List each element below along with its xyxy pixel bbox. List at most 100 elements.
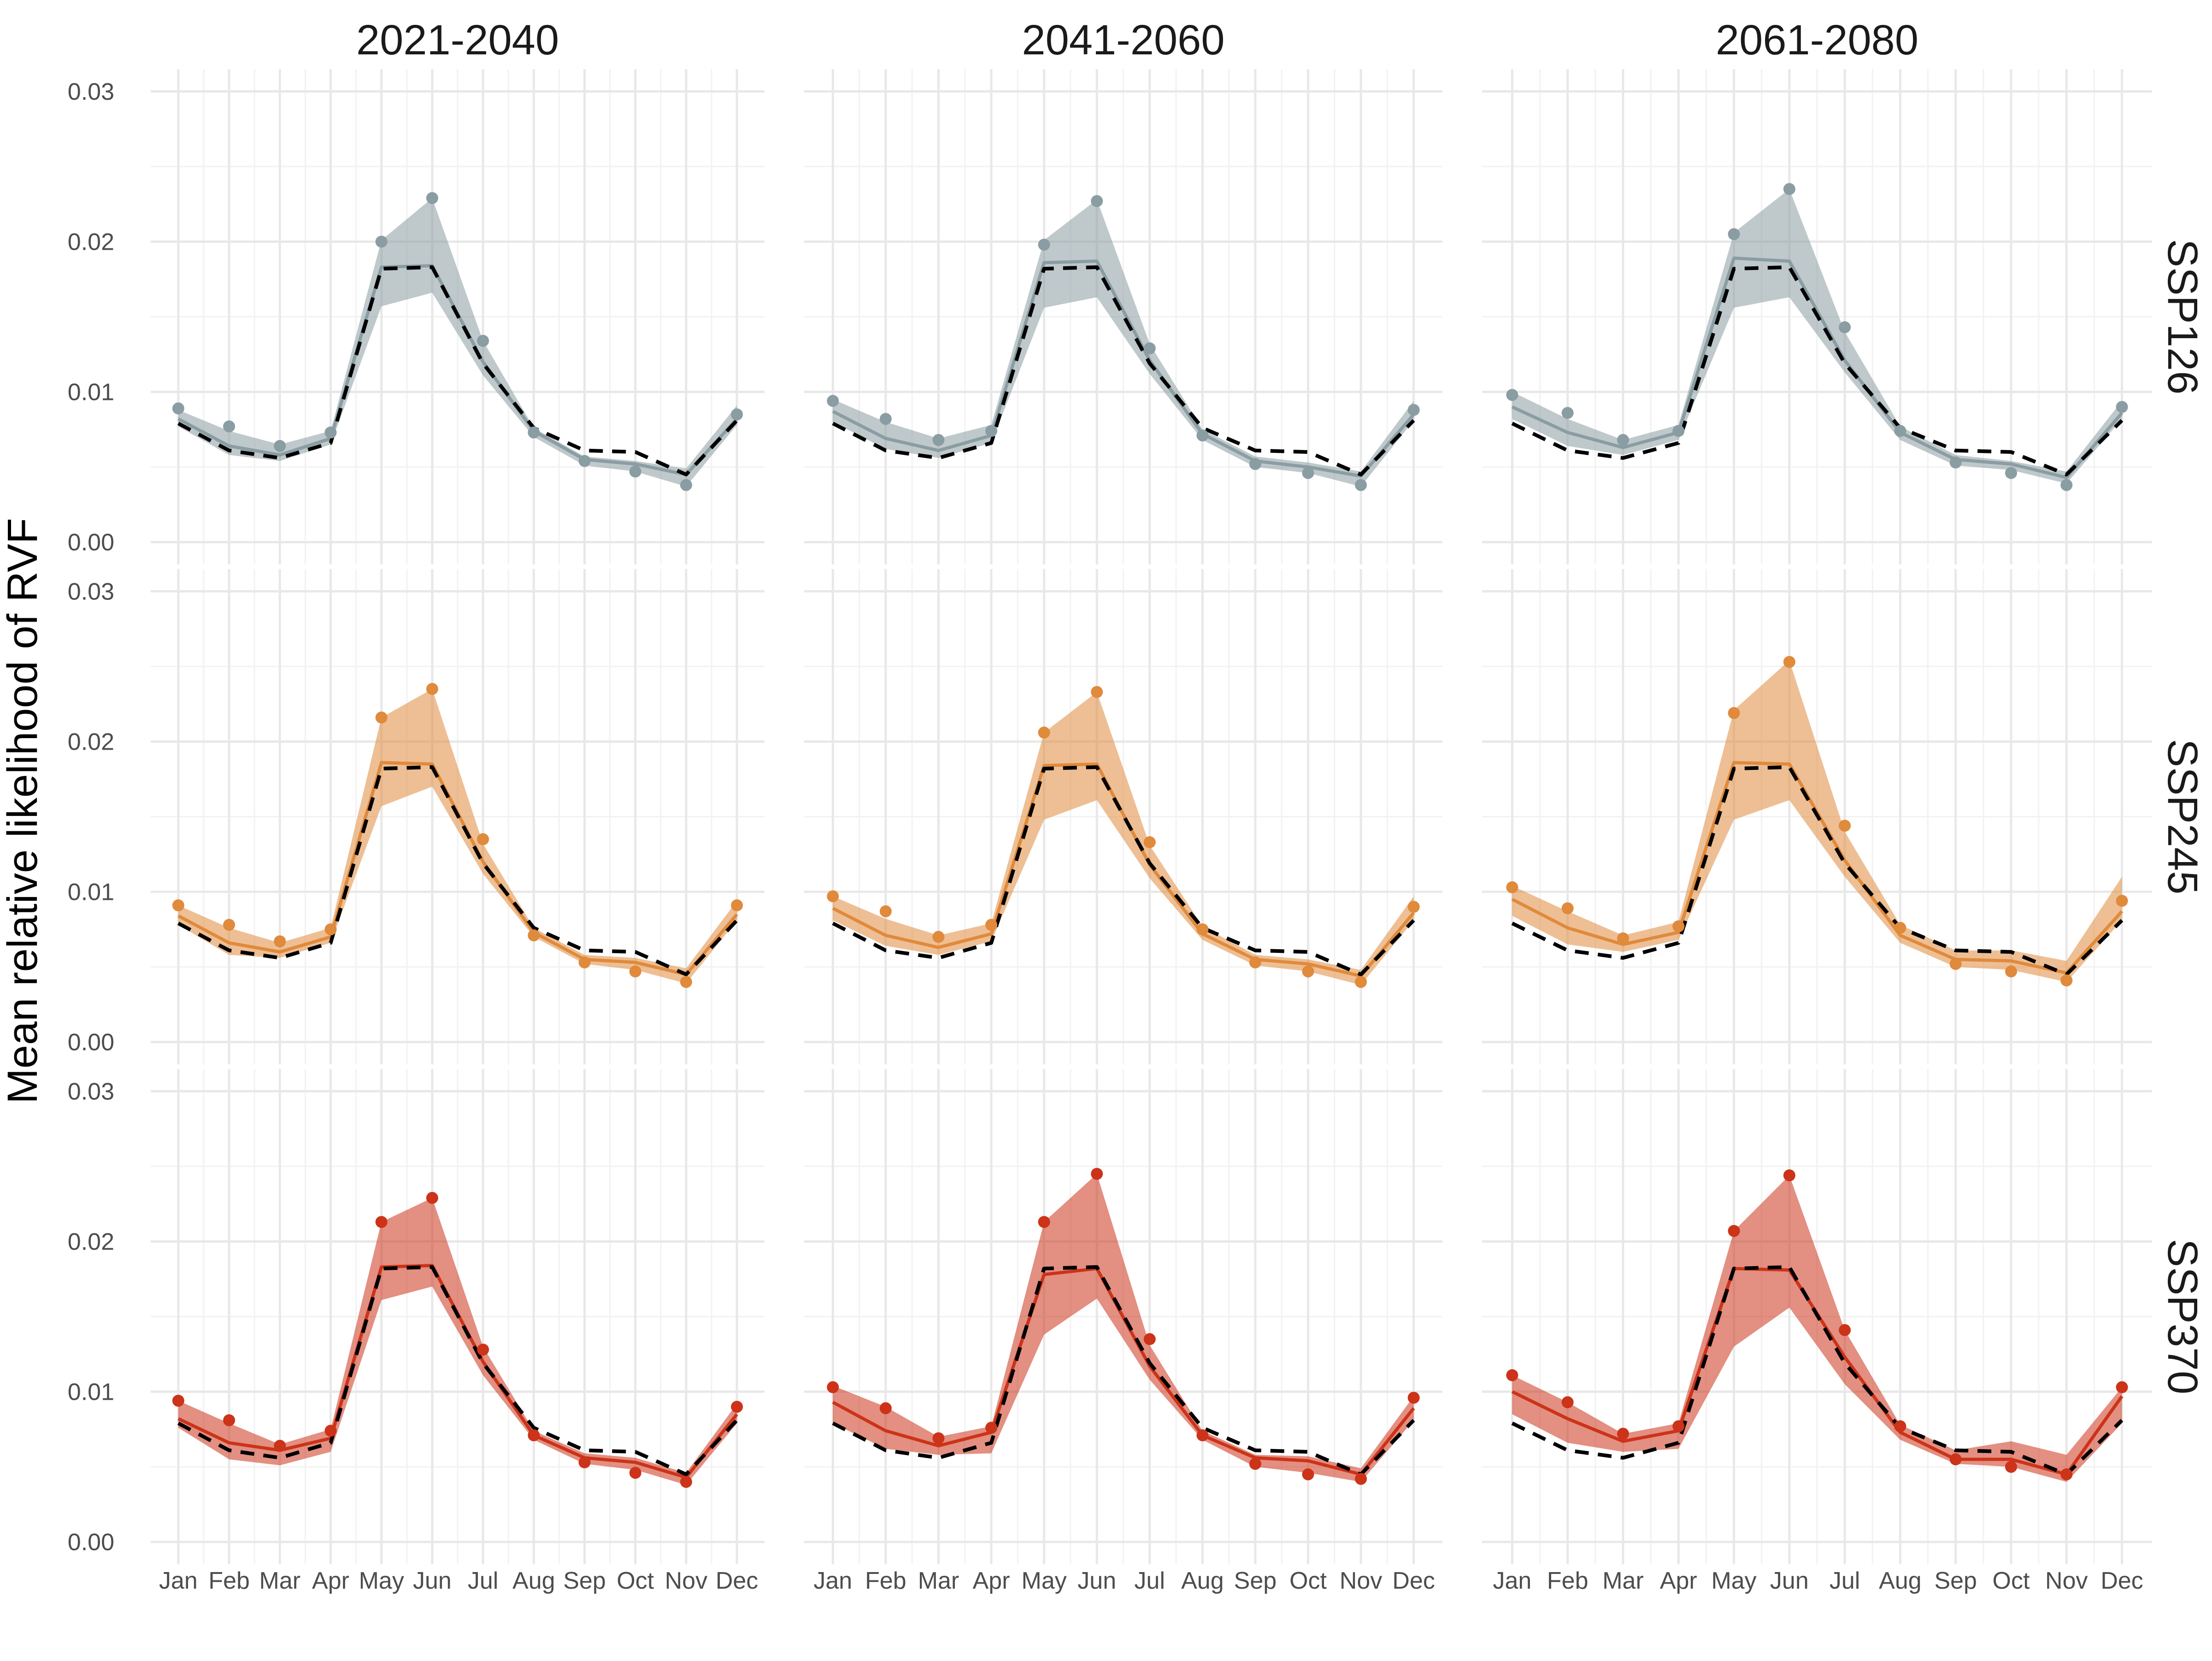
- x-tick-label: Jul: [468, 1567, 498, 1594]
- x-tick-label: Dec: [1392, 1567, 1435, 1594]
- x-tick-label: Jul: [1830, 1567, 1860, 1594]
- data-point: [1407, 404, 1420, 416]
- data-point: [680, 976, 692, 988]
- data-point: [1249, 1458, 1261, 1470]
- data-point: [2116, 1381, 2128, 1393]
- data-point: [985, 425, 998, 437]
- x-tick-label: Oct: [1993, 1567, 2030, 1594]
- data-point: [1407, 901, 1420, 913]
- x-tick-label: May: [1022, 1567, 1067, 1594]
- data-point: [2060, 974, 2073, 986]
- uncertainty-ribbon: [1512, 1175, 2122, 1482]
- data-point: [1672, 920, 1685, 933]
- x-tick-label: Feb: [208, 1567, 250, 1594]
- data-point: [932, 434, 945, 446]
- data-point: [932, 931, 945, 943]
- data-point: [1617, 1427, 1629, 1440]
- data-point: [375, 235, 388, 248]
- data-point: [1143, 836, 1156, 848]
- x-tick-label: Sep: [563, 1567, 606, 1594]
- data-point: [731, 1401, 743, 1413]
- data-point: [879, 905, 892, 917]
- x-tick-label: Oct: [1289, 1567, 1327, 1594]
- column-facet-label: 2041-2060: [1022, 17, 1225, 64]
- data-point: [1407, 1391, 1420, 1404]
- x-tick-label: May: [1711, 1567, 1756, 1594]
- data-point: [223, 919, 235, 931]
- data-point: [1728, 1225, 1740, 1237]
- data-point: [2005, 965, 2017, 978]
- data-point: [172, 402, 184, 415]
- x-tick-label: Aug: [512, 1567, 555, 1594]
- data-point: [223, 1414, 235, 1426]
- row-facet-label: SSP245: [2159, 739, 2206, 895]
- x-tick-label: Apr: [1660, 1567, 1697, 1594]
- y-tick-label: 0.02: [68, 229, 114, 255]
- data-point: [1143, 1333, 1156, 1345]
- x-tick-label: Oct: [617, 1567, 654, 1594]
- x-tick-label: Nov: [1340, 1567, 1382, 1594]
- data-point: [1783, 656, 1795, 668]
- x-tick-label: Dec: [2100, 1567, 2143, 1594]
- y-tick-label: 0.03: [68, 578, 114, 605]
- x-tick-label: Jan: [159, 1567, 198, 1594]
- y-axis-title: Mean relative likelihood of RVF: [0, 518, 46, 1104]
- x-tick-label: Jan: [813, 1567, 852, 1594]
- data-point: [1617, 434, 1629, 446]
- baseline-dashed-line: [1511, 265, 2124, 476]
- data-point: [274, 935, 286, 948]
- data-point: [1561, 1396, 1574, 1409]
- uncertainty-ribbon: [1512, 660, 2122, 982]
- projection-line: [832, 762, 1415, 978]
- data-point: [731, 408, 743, 421]
- data-point: [223, 420, 235, 433]
- data-point: [1143, 342, 1156, 354]
- y-tick-label: 0.02: [68, 1228, 114, 1255]
- baseline-dashed-line: [1511, 1265, 2124, 1476]
- data-point: [477, 1344, 489, 1356]
- y-tick-label: 0.03: [68, 1078, 114, 1105]
- data-point: [528, 426, 540, 439]
- data-point: [1302, 1468, 1314, 1480]
- data-point: [827, 395, 839, 407]
- baseline-dashed-line: [177, 1265, 739, 1476]
- data-point: [1949, 1453, 1962, 1466]
- data-point: [1839, 321, 1851, 334]
- column-facet-label: 2021-2040: [356, 17, 559, 64]
- data-point: [426, 1191, 438, 1204]
- data-point: [274, 1439, 286, 1452]
- data-point: [528, 929, 540, 942]
- data-point: [629, 1467, 641, 1479]
- x-tick-label: Jun: [1770, 1567, 1809, 1594]
- baseline-dashed-line: [1511, 765, 2124, 976]
- data-point: [324, 1425, 337, 1437]
- data-point: [375, 1216, 388, 1228]
- x-tick-label: Nov: [665, 1567, 707, 1594]
- x-tick-label: Mar: [1602, 1567, 1644, 1594]
- uncertainty-ribbon: [833, 1174, 1414, 1482]
- data-point: [426, 192, 438, 204]
- data-point: [1355, 976, 1367, 988]
- data-point: [324, 426, 337, 439]
- data-point: [1038, 239, 1050, 251]
- data-point: [827, 1381, 839, 1393]
- data-point: [2116, 401, 2128, 413]
- data-point: [629, 965, 641, 978]
- baseline-dashed-line: [832, 765, 1415, 976]
- x-tick-label: May: [359, 1567, 404, 1594]
- data-point: [985, 1421, 998, 1434]
- uncertainty-ribbon: [178, 689, 737, 984]
- uncertainty-ribbon: [833, 692, 1414, 985]
- y-tick-label: 0.00: [68, 1029, 114, 1056]
- data-point: [1249, 458, 1261, 470]
- x-tick-label: Aug: [1879, 1567, 1922, 1594]
- baseline-dashed-line: [832, 1265, 1415, 1476]
- data-point: [731, 899, 743, 911]
- projection-line: [832, 259, 1415, 478]
- data-point: [1617, 932, 1629, 945]
- data-point: [1728, 707, 1740, 719]
- x-tick-label: Jul: [1135, 1567, 1165, 1594]
- data-point: [629, 465, 641, 478]
- data-point: [324, 923, 337, 936]
